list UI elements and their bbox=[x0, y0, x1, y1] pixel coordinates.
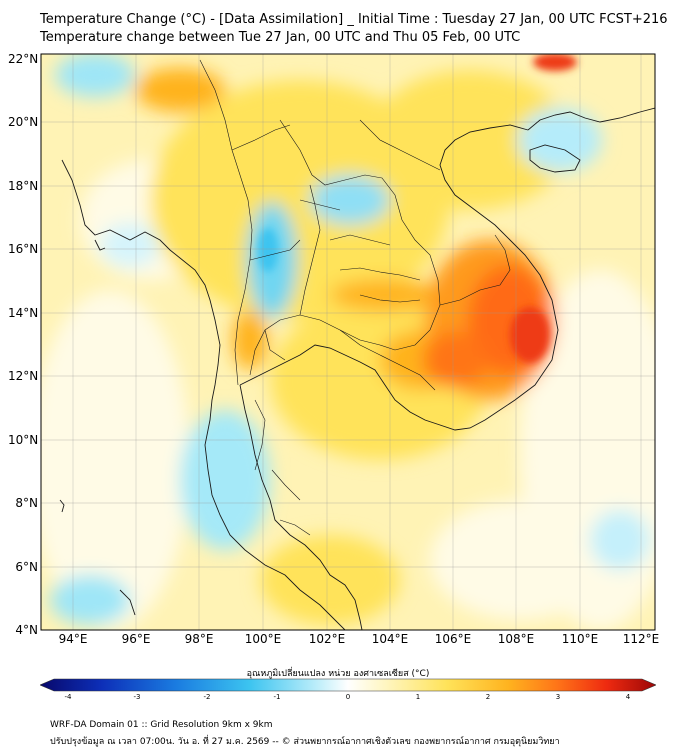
map-subtitle: Temperature change between Tue 27 Jan, 0… bbox=[40, 30, 521, 45]
borders bbox=[199, 59, 511, 536]
colorbar-tick: -1 bbox=[273, 693, 281, 701]
lat-label: 8°N bbox=[15, 496, 38, 510]
coastlines bbox=[59, 107, 655, 630]
colorbar-tick: 3 bbox=[555, 693, 561, 701]
lat-label: 16°N bbox=[8, 242, 39, 256]
lon-label: 100°E bbox=[244, 632, 282, 646]
lat-label: 6°N bbox=[15, 560, 38, 574]
colorbar-tick: 2 bbox=[485, 693, 491, 701]
graticule bbox=[41, 54, 655, 630]
lat-label: 4°N bbox=[15, 623, 38, 637]
lon-label: 110°E bbox=[561, 632, 599, 646]
colorbar-tick: -2 bbox=[203, 693, 211, 701]
lat-label: 18°N bbox=[8, 179, 39, 193]
lat-label: 14°N bbox=[8, 306, 39, 320]
temperature-change-map bbox=[40, 53, 656, 631]
colorbar-tick: -4 bbox=[64, 693, 72, 701]
credit-line: ปรับปรุงข้อมูล ณ เวลา 07:00น. วัน อ. ที่… bbox=[50, 737, 560, 747]
colorbar-tick: 4 bbox=[625, 693, 631, 701]
lon-label: 108°E bbox=[497, 632, 535, 646]
lon-label: 94°E bbox=[58, 632, 88, 646]
lon-label: 102°E bbox=[308, 632, 346, 646]
colorbar bbox=[40, 678, 656, 692]
temperature-field bbox=[41, 54, 655, 630]
lon-label: 96°E bbox=[121, 632, 151, 646]
lon-label: 98°E bbox=[184, 632, 214, 646]
colorbar-tick: 0 bbox=[345, 693, 351, 701]
map-title: Temperature Change (°C) - [Data Assimila… bbox=[40, 12, 668, 27]
colorbar-label: อุณหภูมิเปลี่ยนแปลง หน่วย องศาเซลเซียส (… bbox=[246, 669, 430, 679]
lat-label: 10°N bbox=[8, 433, 39, 447]
colorbar-tick: 1 bbox=[415, 693, 421, 701]
lon-label: 112°E bbox=[622, 632, 660, 646]
lat-label: 22°N bbox=[8, 52, 39, 66]
lon-label: 106°E bbox=[434, 632, 472, 646]
model-info: WRF-DA Domain 01 :: Grid Resolution 9km … bbox=[50, 720, 273, 730]
colorbar-tick: -3 bbox=[133, 693, 141, 701]
lon-label: 104°E bbox=[371, 632, 409, 646]
lat-label: 12°N bbox=[8, 369, 39, 383]
lat-label: 20°N bbox=[8, 115, 39, 129]
plot-frame bbox=[40, 53, 656, 631]
